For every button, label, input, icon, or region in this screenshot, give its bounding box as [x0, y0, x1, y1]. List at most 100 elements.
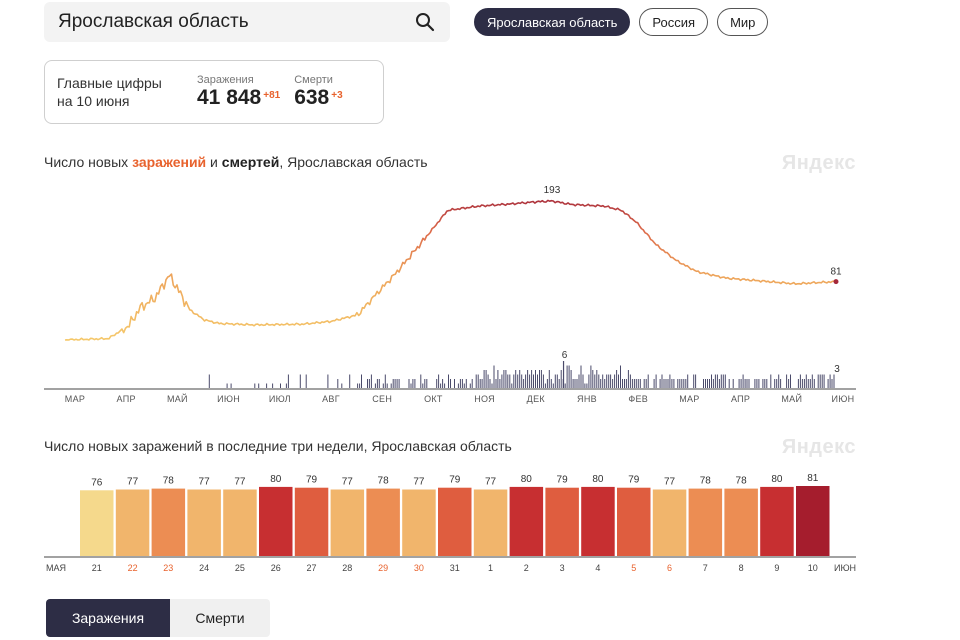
day-tick-label: 23 [163, 563, 173, 573]
tab-russia[interactable]: Россия [639, 8, 709, 36]
month-tick-label: МАР [679, 394, 699, 404]
day-bar-value: 79 [449, 475, 461, 486]
day-tick-label: 30 [414, 563, 424, 573]
day-bar-value: 79 [557, 475, 569, 486]
mode-tab-infections[interactable]: Заражения [46, 599, 170, 637]
month-edge-label-right: ИЮН [834, 563, 856, 573]
day-bar-value: 80 [771, 474, 783, 485]
day-bar [796, 486, 830, 556]
infections-line [64, 199, 837, 341]
deaths-delta: +3 [331, 89, 343, 101]
tab-world[interactable]: Мир [717, 8, 769, 36]
chart1-title: Число новых заражений и смертей, Ярослав… [44, 154, 428, 170]
day-bar [259, 486, 293, 556]
peak-label: 193 [544, 185, 561, 196]
month-tick-label: АВГ [322, 394, 340, 404]
day-bar-value: 77 [234, 477, 246, 488]
month-tick-label: ФЕВ [628, 394, 648, 404]
summary-label-line2: на 10 июня [57, 93, 130, 109]
day-tick-label: 22 [128, 563, 138, 573]
day-bar-value: 80 [592, 474, 604, 485]
day-bar-value: 79 [306, 475, 318, 486]
day-bar-value: 78 [163, 476, 175, 487]
day-bar [223, 489, 257, 556]
day-bar-value: 77 [127, 477, 139, 488]
month-tick-label: АПР [731, 394, 750, 404]
day-bar [724, 488, 758, 556]
month-tick-label: ИЮН [832, 394, 855, 404]
yandex-watermark-1: Яндекс [781, 152, 856, 174]
day-bar-value: 77 [485, 477, 497, 488]
chart1-title-middle: и [206, 154, 222, 170]
mode-tab-deaths[interactable]: Смерти [170, 599, 270, 637]
day-bar-value: 80 [270, 474, 282, 485]
day-bar [115, 489, 150, 556]
search-box[interactable] [44, 2, 450, 42]
search-icon[interactable] [414, 11, 436, 33]
month-tick-label: ДЕК [527, 394, 546, 404]
deaths-bar-chart: 63 [208, 350, 840, 388]
month-tick-label: МАЙ [781, 393, 802, 404]
month-tick-label: МАР [65, 394, 85, 404]
infections-line-chart: 193 81 [64, 185, 842, 341]
day-tick-label: 5 [631, 563, 636, 573]
three-weeks-bar-chart: 7621772278237724772580267927772878297730… [44, 473, 856, 573]
day-bar-value: 79 [628, 475, 640, 486]
month-tick-label: ИЮН [217, 394, 240, 404]
day-bar [581, 486, 615, 556]
day-bar-value: 78 [736, 476, 748, 487]
day-tick-label: 27 [306, 563, 316, 573]
day-bar-value: 77 [342, 477, 354, 488]
chart1-title-deaths: смертей [221, 154, 280, 170]
infections-summary: Заражения 41 848 +81 [197, 74, 280, 110]
day-tick-label: 29 [378, 563, 388, 573]
day-tick-label: 7 [703, 563, 708, 573]
day-bar-value: 76 [91, 477, 103, 488]
day-bar-value: 78 [700, 476, 712, 487]
summary-card: Главные цифры на 10 июня Заражения 41 84… [44, 60, 384, 124]
day-bar [80, 490, 114, 556]
day-bar [187, 489, 221, 556]
day-bar [402, 489, 436, 556]
day-bar [366, 488, 400, 556]
search-input[interactable] [58, 11, 414, 33]
chart1-title-infections: заражений [132, 154, 207, 170]
infections-total: 41 848 [197, 86, 262, 109]
day-bar-value: 80 [521, 474, 533, 485]
last-point-marker [833, 279, 839, 285]
day-tick-label: 31 [450, 563, 460, 573]
day-bar [509, 486, 544, 556]
day-tick-label: 1 [488, 563, 493, 573]
month-tick-label: МАЙ [167, 393, 188, 404]
day-bar-value: 81 [807, 473, 819, 484]
month-tick-label: АПР [117, 394, 136, 404]
deaths-last-label: 3 [834, 364, 840, 375]
day-tick-label: 24 [199, 563, 209, 573]
summary-label-line1: Главные цифры [57, 75, 162, 91]
month-tick-label: ЯНВ [577, 394, 597, 404]
tab-yaroslavl-region[interactable]: Ярославская область [474, 8, 631, 36]
day-tick-label: 2 [524, 563, 529, 573]
summary-label: Главные цифры на 10 июня [57, 74, 185, 110]
day-tick-label: 9 [774, 563, 779, 573]
chart1-title-prefix: Число новых [44, 154, 133, 170]
day-bar-value: 77 [199, 477, 211, 488]
day-tick-label: 4 [595, 563, 600, 573]
day-tick-label: 28 [342, 563, 352, 573]
month-tick-label: СЕН [372, 394, 392, 404]
region-tabs: Ярославская область Россия Мир [474, 8, 769, 36]
day-bar-value: 77 [664, 477, 676, 488]
day-tick-label: 21 [92, 563, 102, 573]
deaths-summary: Смерти 638 +3 [294, 74, 342, 110]
day-bar [545, 487, 579, 556]
day-bar [652, 489, 687, 556]
day-tick-label: 26 [271, 563, 281, 573]
day-bar [688, 488, 723, 556]
day-bar [617, 487, 651, 556]
day-bar-value: 77 [413, 477, 425, 488]
last-value-label: 81 [830, 267, 842, 278]
chart1-x-axis: МАР АПР МАЙ ИЮН ИЮЛ АВГ СЕН ОКТ НОЯ ДЕК ЯНВ ФЕВ МАР А… [44, 388, 856, 404]
day-tick-label: 3 [560, 563, 565, 573]
month-tick-label: ОКТ [424, 394, 443, 404]
